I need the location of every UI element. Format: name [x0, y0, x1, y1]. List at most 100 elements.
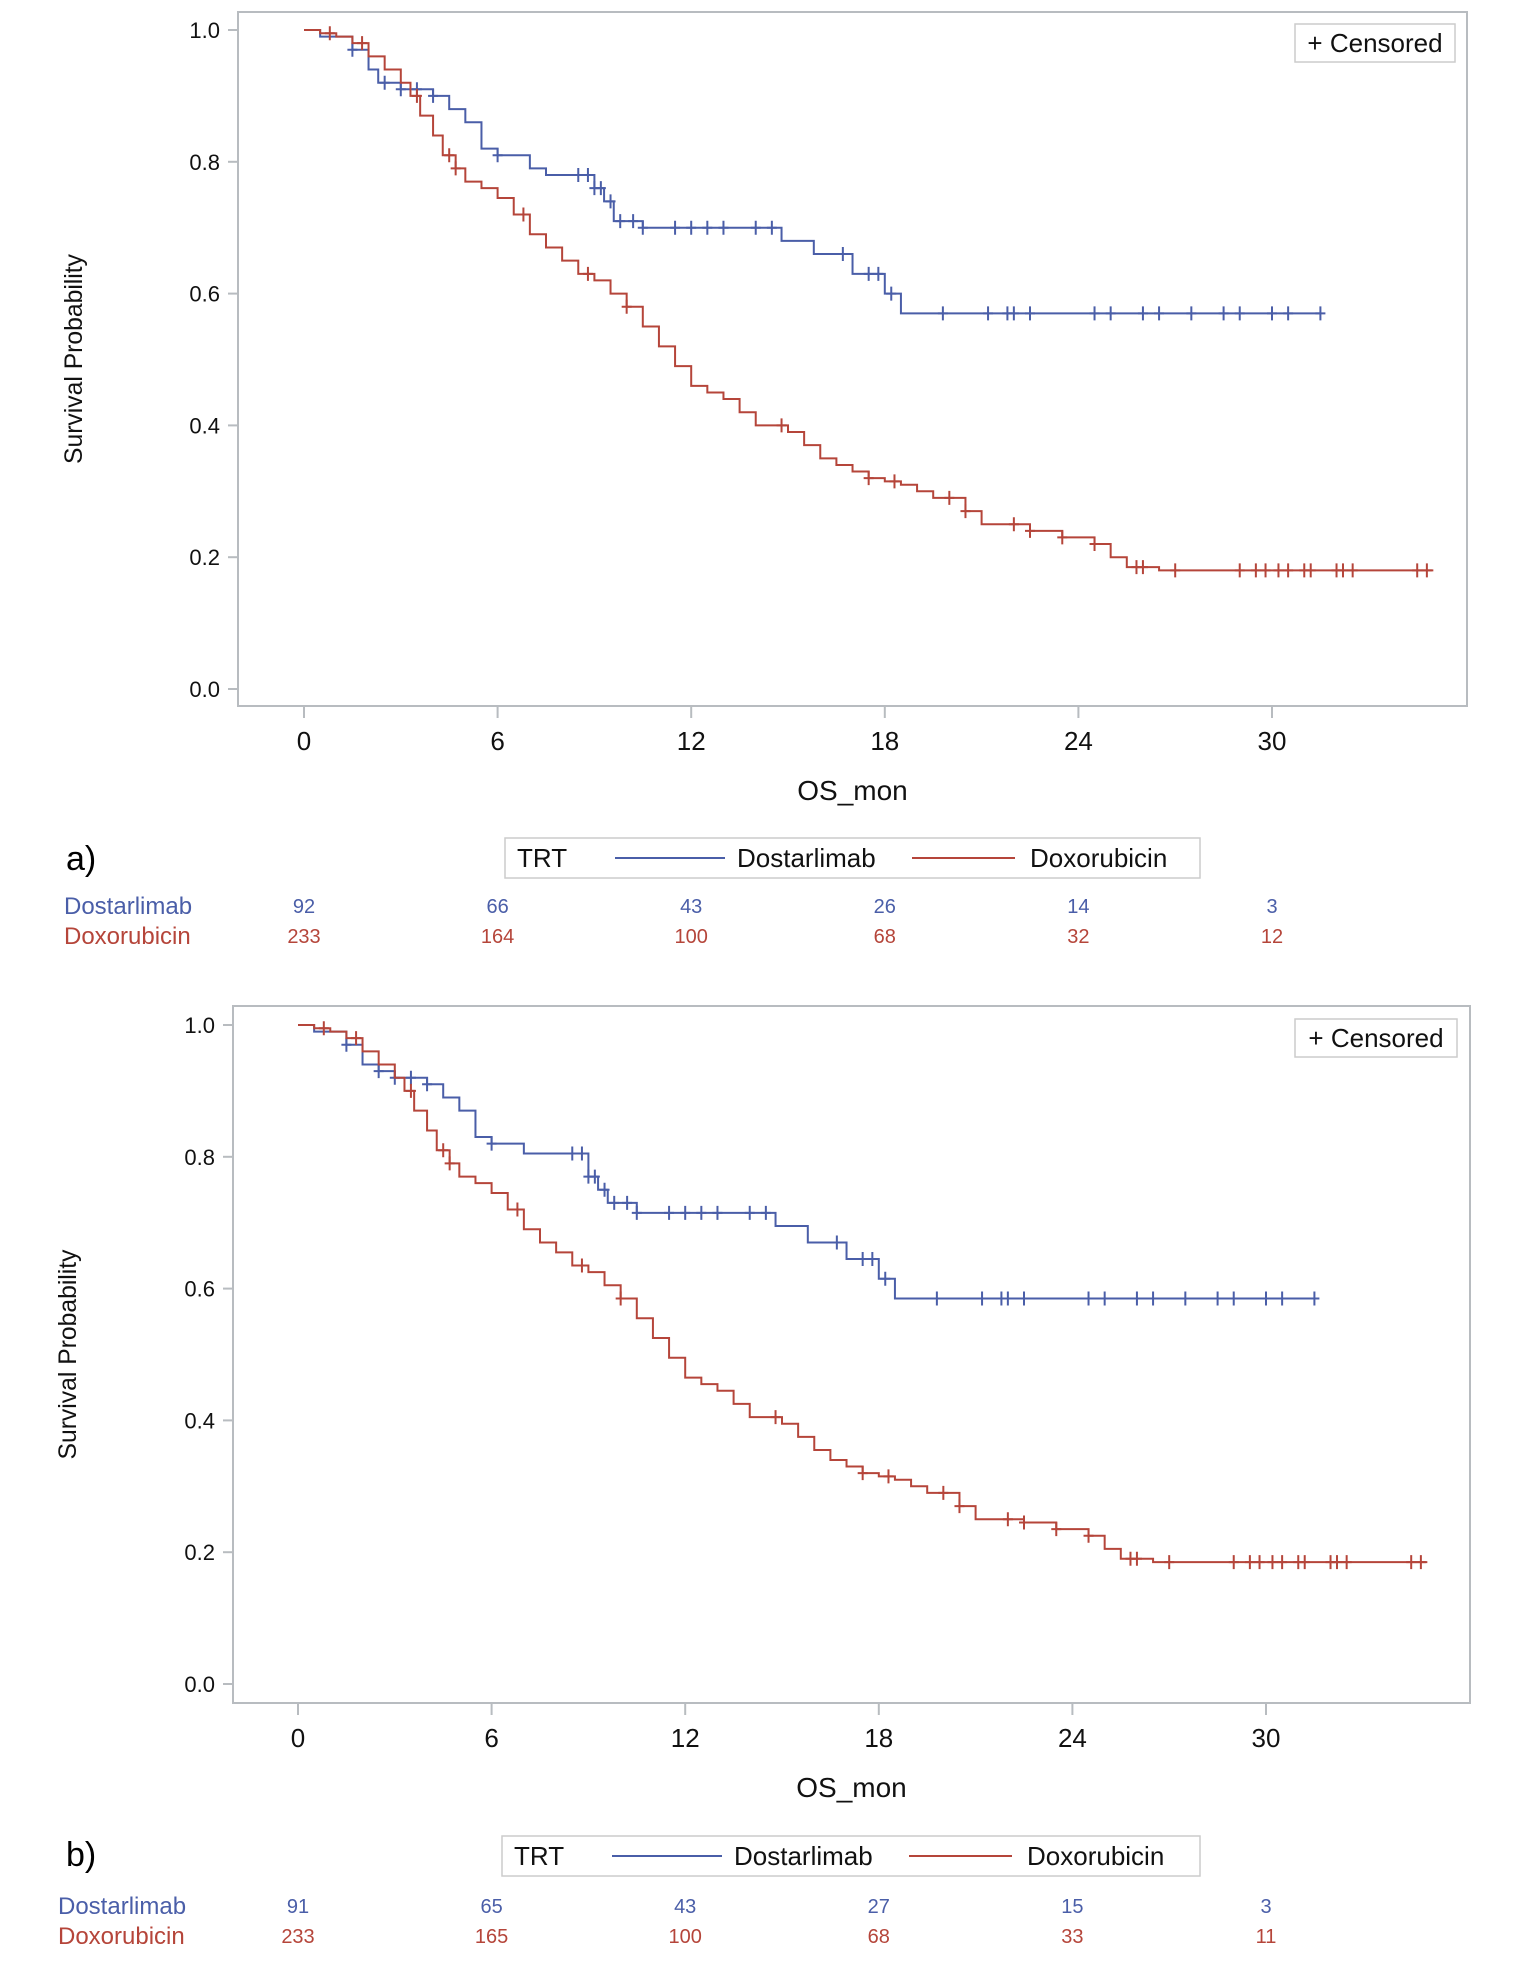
plot-frame — [237, 11, 1468, 707]
censor-mark — [341, 1037, 352, 1052]
censor-mark — [670, 220, 681, 235]
censor-mark — [595, 181, 606, 196]
censor-mark — [770, 1410, 781, 1425]
censor-mark — [1309, 1291, 1320, 1306]
risk-table-group: Doxorubicin — [58, 1923, 185, 1950]
y-tick-label: 0.4 — [189, 413, 220, 438]
censor-mark — [1148, 1291, 1159, 1306]
censor-mark — [1019, 1515, 1029, 1530]
censor-mark — [1234, 563, 1245, 578]
censor-mark — [977, 1291, 988, 1306]
censor-mark — [576, 1146, 587, 1161]
censor-mark — [837, 247, 848, 262]
risk-count: 12 — [1260, 926, 1284, 948]
censor-mark — [712, 1205, 723, 1220]
panel-label: a) — [66, 840, 97, 878]
km-curve-doxorubicin — [298, 1024, 1428, 1564]
censor-mark — [880, 1271, 891, 1286]
y-axis-label: Survival Probability — [54, 1249, 82, 1459]
censor-mark — [944, 490, 955, 505]
risk-count: 43 — [674, 1896, 697, 1918]
censor-mark — [1008, 517, 1019, 532]
risk-count: 233 — [287, 926, 321, 948]
censor-mark — [373, 1064, 384, 1079]
censor-mark — [379, 75, 390, 90]
censor-mark — [886, 286, 897, 301]
censor-mark — [609, 1195, 620, 1210]
censor-mark — [1057, 530, 1068, 545]
censor-mark — [1250, 563, 1261, 578]
risk-count: 26 — [873, 896, 896, 918]
risk-count: 27 — [867, 1896, 890, 1918]
censor-mark — [1212, 1291, 1223, 1306]
censor-mark — [931, 1291, 942, 1306]
censor-mark — [873, 266, 884, 281]
y-tick-label: 0.6 — [184, 1277, 215, 1302]
risk-count: 165 — [474, 1926, 509, 1948]
censor-mark — [744, 1205, 755, 1220]
x-tick-label: 30 — [1252, 1723, 1281, 1753]
censor-mark — [680, 1205, 691, 1220]
censor-mark — [1412, 563, 1423, 578]
x-tick-label: 18 — [870, 726, 899, 756]
censor-mark — [776, 418, 787, 433]
censor-mark — [1299, 1555, 1310, 1570]
censor-mark — [1002, 1512, 1013, 1527]
y-tick-label: 0.0 — [184, 1672, 215, 1697]
y-tick-label: 0.8 — [189, 150, 220, 175]
y-tick-label: 0.2 — [184, 1540, 215, 1565]
censor-mark — [1406, 1555, 1417, 1570]
censor-mark — [1277, 1291, 1288, 1306]
risk-count: 43 — [680, 896, 703, 918]
censor-mark — [621, 299, 632, 314]
x-tick-label: 24 — [1064, 726, 1093, 756]
risk-count: 3 — [1260, 1896, 1272, 1918]
x-tick-label: 12 — [677, 726, 706, 756]
x-tick-label: 6 — [484, 1723, 498, 1753]
censor-mark — [582, 167, 593, 182]
censor-mark — [567, 1146, 578, 1161]
censor-mark — [664, 1205, 675, 1220]
censor-mark — [863, 266, 874, 281]
censor-mark — [1105, 306, 1116, 321]
censor-mark — [486, 1136, 497, 1151]
censor-mark — [450, 161, 461, 176]
censor-mark — [1137, 560, 1148, 575]
censor-mark — [357, 36, 368, 51]
km-curve-dostarlimab — [304, 29, 1321, 315]
censor-mark — [405, 1070, 416, 1085]
legend-title: TRT — [517, 843, 567, 873]
risk-count: 65 — [480, 1896, 503, 1918]
censor-mark — [1267, 306, 1277, 321]
risk-count: 15 — [1061, 1896, 1084, 1918]
censor-mark — [760, 1205, 771, 1220]
censor-mark — [1137, 306, 1148, 321]
censor-mark — [1234, 306, 1245, 321]
censor-mark — [1261, 1291, 1271, 1306]
censor-mark — [628, 214, 639, 229]
censor-mark — [582, 266, 593, 281]
censor-mark — [1131, 1291, 1142, 1306]
censor-mark — [622, 1195, 633, 1210]
censor-mark — [428, 88, 439, 103]
censor-mark — [347, 42, 358, 57]
censor-mark — [1415, 1555, 1426, 1570]
censor-mark — [1228, 1291, 1239, 1306]
y-tick-label: 0.4 — [184, 1408, 215, 1433]
censor-mark — [1331, 1555, 1342, 1570]
censor-mark — [1089, 537, 1100, 552]
y-tick-label: 0.2 — [189, 545, 220, 570]
y-tick-label: 1.0 — [189, 18, 220, 43]
x-tick-label: 12 — [671, 1723, 700, 1753]
censor-mark — [589, 1169, 600, 1184]
censor-mark — [411, 88, 422, 103]
censor-mark — [1260, 563, 1271, 578]
x-tick-label: 18 — [864, 1723, 893, 1753]
censor-mark — [1099, 1291, 1110, 1306]
censor-mark — [1019, 1291, 1029, 1306]
risk-table-group: Dostarlimab — [58, 1893, 187, 1920]
censor-mark — [938, 1485, 949, 1500]
x-tick-label: 0 — [297, 726, 311, 756]
censor-mark — [883, 1469, 894, 1484]
censor-mark — [750, 220, 761, 235]
